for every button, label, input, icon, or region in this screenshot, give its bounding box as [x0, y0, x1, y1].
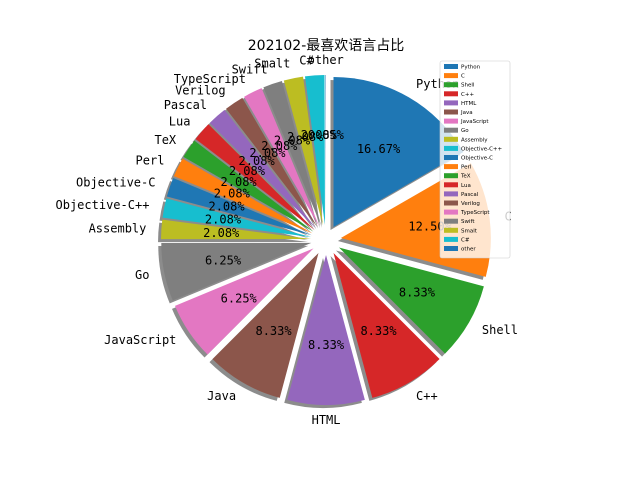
- legend-entry-go: Go: [461, 128, 469, 134]
- percent-label-python: 16.67%: [357, 142, 401, 156]
- legend-entry-verilog: Verilog: [461, 201, 480, 207]
- category-label-tex: TeX: [154, 133, 176, 147]
- percent-label-cplusplus: 8.33%: [360, 324, 397, 338]
- legend-entry-lua: Lua: [461, 183, 471, 189]
- legend-swatch-objective-c: [444, 155, 458, 160]
- legend-swatch-html: [444, 100, 458, 105]
- legend-swatch-java: [444, 110, 458, 115]
- legend-swatch-cplusplus: [444, 91, 458, 96]
- legend-swatch-other: [444, 246, 458, 251]
- legend: Python C Shell C++ HTML Java JavaScript Go Assem…: [440, 61, 510, 258]
- percent-label-objective-cplusplus: 2.08%: [205, 213, 242, 227]
- category-label-shell: Shell: [482, 323, 518, 337]
- percent-label-java: 8.33%: [255, 324, 292, 338]
- category-label-other: other: [308, 53, 344, 67]
- category-label-objective-c: Objective-C: [76, 175, 155, 189]
- legend-entry-tex: TeX: [460, 174, 471, 180]
- percent-label-javascript: 6.25%: [221, 291, 258, 305]
- category-label-assembly: Assembly: [89, 221, 147, 235]
- percent-label-other: 0.05%: [308, 128, 345, 142]
- percent-label-shell: 8.33%: [399, 286, 436, 300]
- legend-swatch-go: [444, 128, 458, 133]
- category-label-lua: Lua: [169, 115, 191, 129]
- category-label-perl: Perl: [136, 154, 165, 168]
- legend-swatch-csharp: [444, 237, 458, 242]
- legend-entry-cplusplus: C++: [461, 92, 474, 98]
- category-label-go: Go: [135, 268, 149, 282]
- legend-swatch-javascript: [444, 119, 458, 124]
- legend-swatch-lua: [444, 182, 458, 187]
- legend-entry-python: Python: [461, 65, 481, 71]
- legend-entry-smalt: Smalt: [461, 228, 478, 234]
- category-label-javascript: JavaScript: [104, 333, 176, 347]
- legend-entry-objective-cplusplus: Objective-C++: [461, 146, 503, 152]
- category-label-html: HTML: [312, 413, 341, 427]
- category-label-java: Java: [207, 389, 236, 403]
- legend-entry-perl: Perl: [461, 165, 472, 171]
- legend-swatch-typescript: [444, 210, 458, 215]
- legend-entry-swift: Swift: [461, 219, 475, 225]
- legend-swatch-python: [444, 64, 458, 69]
- legend-entry-csharp: C#: [461, 237, 470, 243]
- legend-swatch-verilog: [444, 201, 458, 206]
- percent-label-html: 8.33%: [308, 338, 345, 352]
- legend-swatch-swift: [444, 219, 458, 224]
- legend-entry-c: C: [461, 74, 465, 80]
- legend-swatch-assembly: [444, 137, 458, 142]
- legend-entry-pascal: Pascal: [461, 192, 479, 198]
- legend-entry-objective-c: Objective-C: [461, 156, 493, 162]
- percent-label-assembly: 2.08%: [203, 226, 240, 240]
- legend-swatch-perl: [444, 164, 458, 169]
- percent-label-objective-c: 2.08%: [208, 199, 245, 213]
- legend-swatch-objective-cplusplus: [444, 146, 458, 151]
- legend-swatch-smalt: [444, 228, 458, 233]
- legend-entry-other: other: [461, 247, 476, 253]
- category-label-objective-cplusplus: Objective-C++: [56, 198, 150, 212]
- legend-entry-java: Java: [460, 110, 473, 116]
- percent-label-go: 6.25%: [205, 254, 242, 268]
- legend-swatch-pascal: [444, 191, 458, 196]
- legend-entry-assembly: Assembly: [461, 137, 488, 143]
- category-label-cplusplus: C++: [416, 389, 438, 403]
- legend-entry-html: HTML: [461, 101, 477, 107]
- legend-swatch-c: [444, 73, 458, 78]
- chart-title: 202102-最喜欢语言占比: [248, 38, 405, 54]
- category-label-smalt: Smalt: [254, 57, 290, 71]
- legend-entry-javascript: JavaScript: [460, 119, 489, 125]
- legend-swatch-tex: [444, 173, 458, 178]
- legend-entry-typescript: TypeScript: [460, 210, 490, 216]
- category-label-pascal: Pascal: [164, 98, 207, 112]
- legend-entry-shell: Shell: [461, 83, 475, 89]
- legend-swatch-shell: [444, 82, 458, 87]
